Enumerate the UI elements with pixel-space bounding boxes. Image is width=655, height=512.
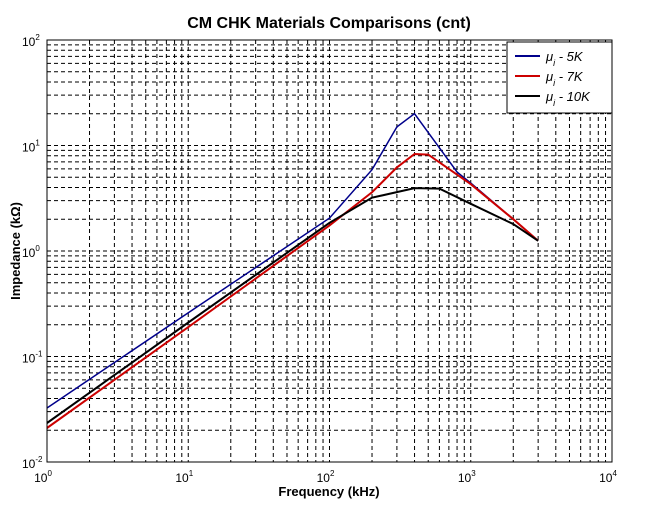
legend-text: - 10K bbox=[555, 89, 591, 104]
x-tick-label: 102 bbox=[317, 469, 335, 485]
plot-frame bbox=[46, 39, 613, 463]
legend-label: μi - 7K bbox=[545, 69, 584, 88]
legend-mu: μ bbox=[545, 89, 553, 104]
y-tick-label: 10-2 bbox=[22, 455, 43, 471]
x-tick-exponent: 3 bbox=[471, 469, 476, 478]
x-tick-exponent: 2 bbox=[330, 469, 335, 478]
x-axis-label: Frequency (kHz) bbox=[278, 484, 379, 499]
y-tick-label: 100 bbox=[22, 244, 40, 260]
x-tick-label: 101 bbox=[175, 469, 193, 485]
x-tick-label: 104 bbox=[599, 469, 617, 485]
legend-mu: μ bbox=[545, 69, 553, 84]
x-tick-exponent: 4 bbox=[612, 469, 617, 478]
y-tick-exponent: -2 bbox=[35, 455, 43, 464]
x-tick-exponent: 0 bbox=[47, 469, 52, 478]
grid bbox=[47, 40, 612, 462]
y-tick-exponent: 1 bbox=[35, 139, 40, 148]
y-tick-exponent: -1 bbox=[35, 350, 43, 359]
x-tick-label: 103 bbox=[458, 469, 476, 485]
y-tick-exponent: 0 bbox=[35, 244, 40, 253]
legend-subscript: i bbox=[553, 78, 556, 88]
legend-mu: μ bbox=[545, 49, 553, 64]
y-axis-label: Impedance (kΩ) bbox=[8, 202, 23, 300]
y-tick-label: 101 bbox=[22, 139, 40, 155]
series-line-2 bbox=[46, 187, 539, 424]
series-line-1 bbox=[46, 152, 539, 429]
chart-title: CM CHK Materials Comparisons (cnt) bbox=[187, 15, 471, 32]
series-lines bbox=[46, 112, 539, 429]
legend-text: - 7K bbox=[555, 69, 584, 84]
x-tick-exponent: 1 bbox=[189, 469, 194, 478]
legend-subscript: i bbox=[553, 58, 556, 68]
legend-subscript: i bbox=[553, 98, 556, 108]
y-tick-label: 102 bbox=[22, 33, 40, 49]
legend-text: - 5K bbox=[555, 49, 584, 64]
x-tick-label: 100 bbox=[34, 469, 52, 485]
y-tick-exponent: 2 bbox=[35, 33, 40, 42]
legend-label: μi - 5K bbox=[545, 49, 584, 68]
legend-label: μi - 10K bbox=[545, 89, 591, 108]
y-tick-label: 10-1 bbox=[22, 350, 43, 366]
legend-box bbox=[506, 41, 613, 114]
